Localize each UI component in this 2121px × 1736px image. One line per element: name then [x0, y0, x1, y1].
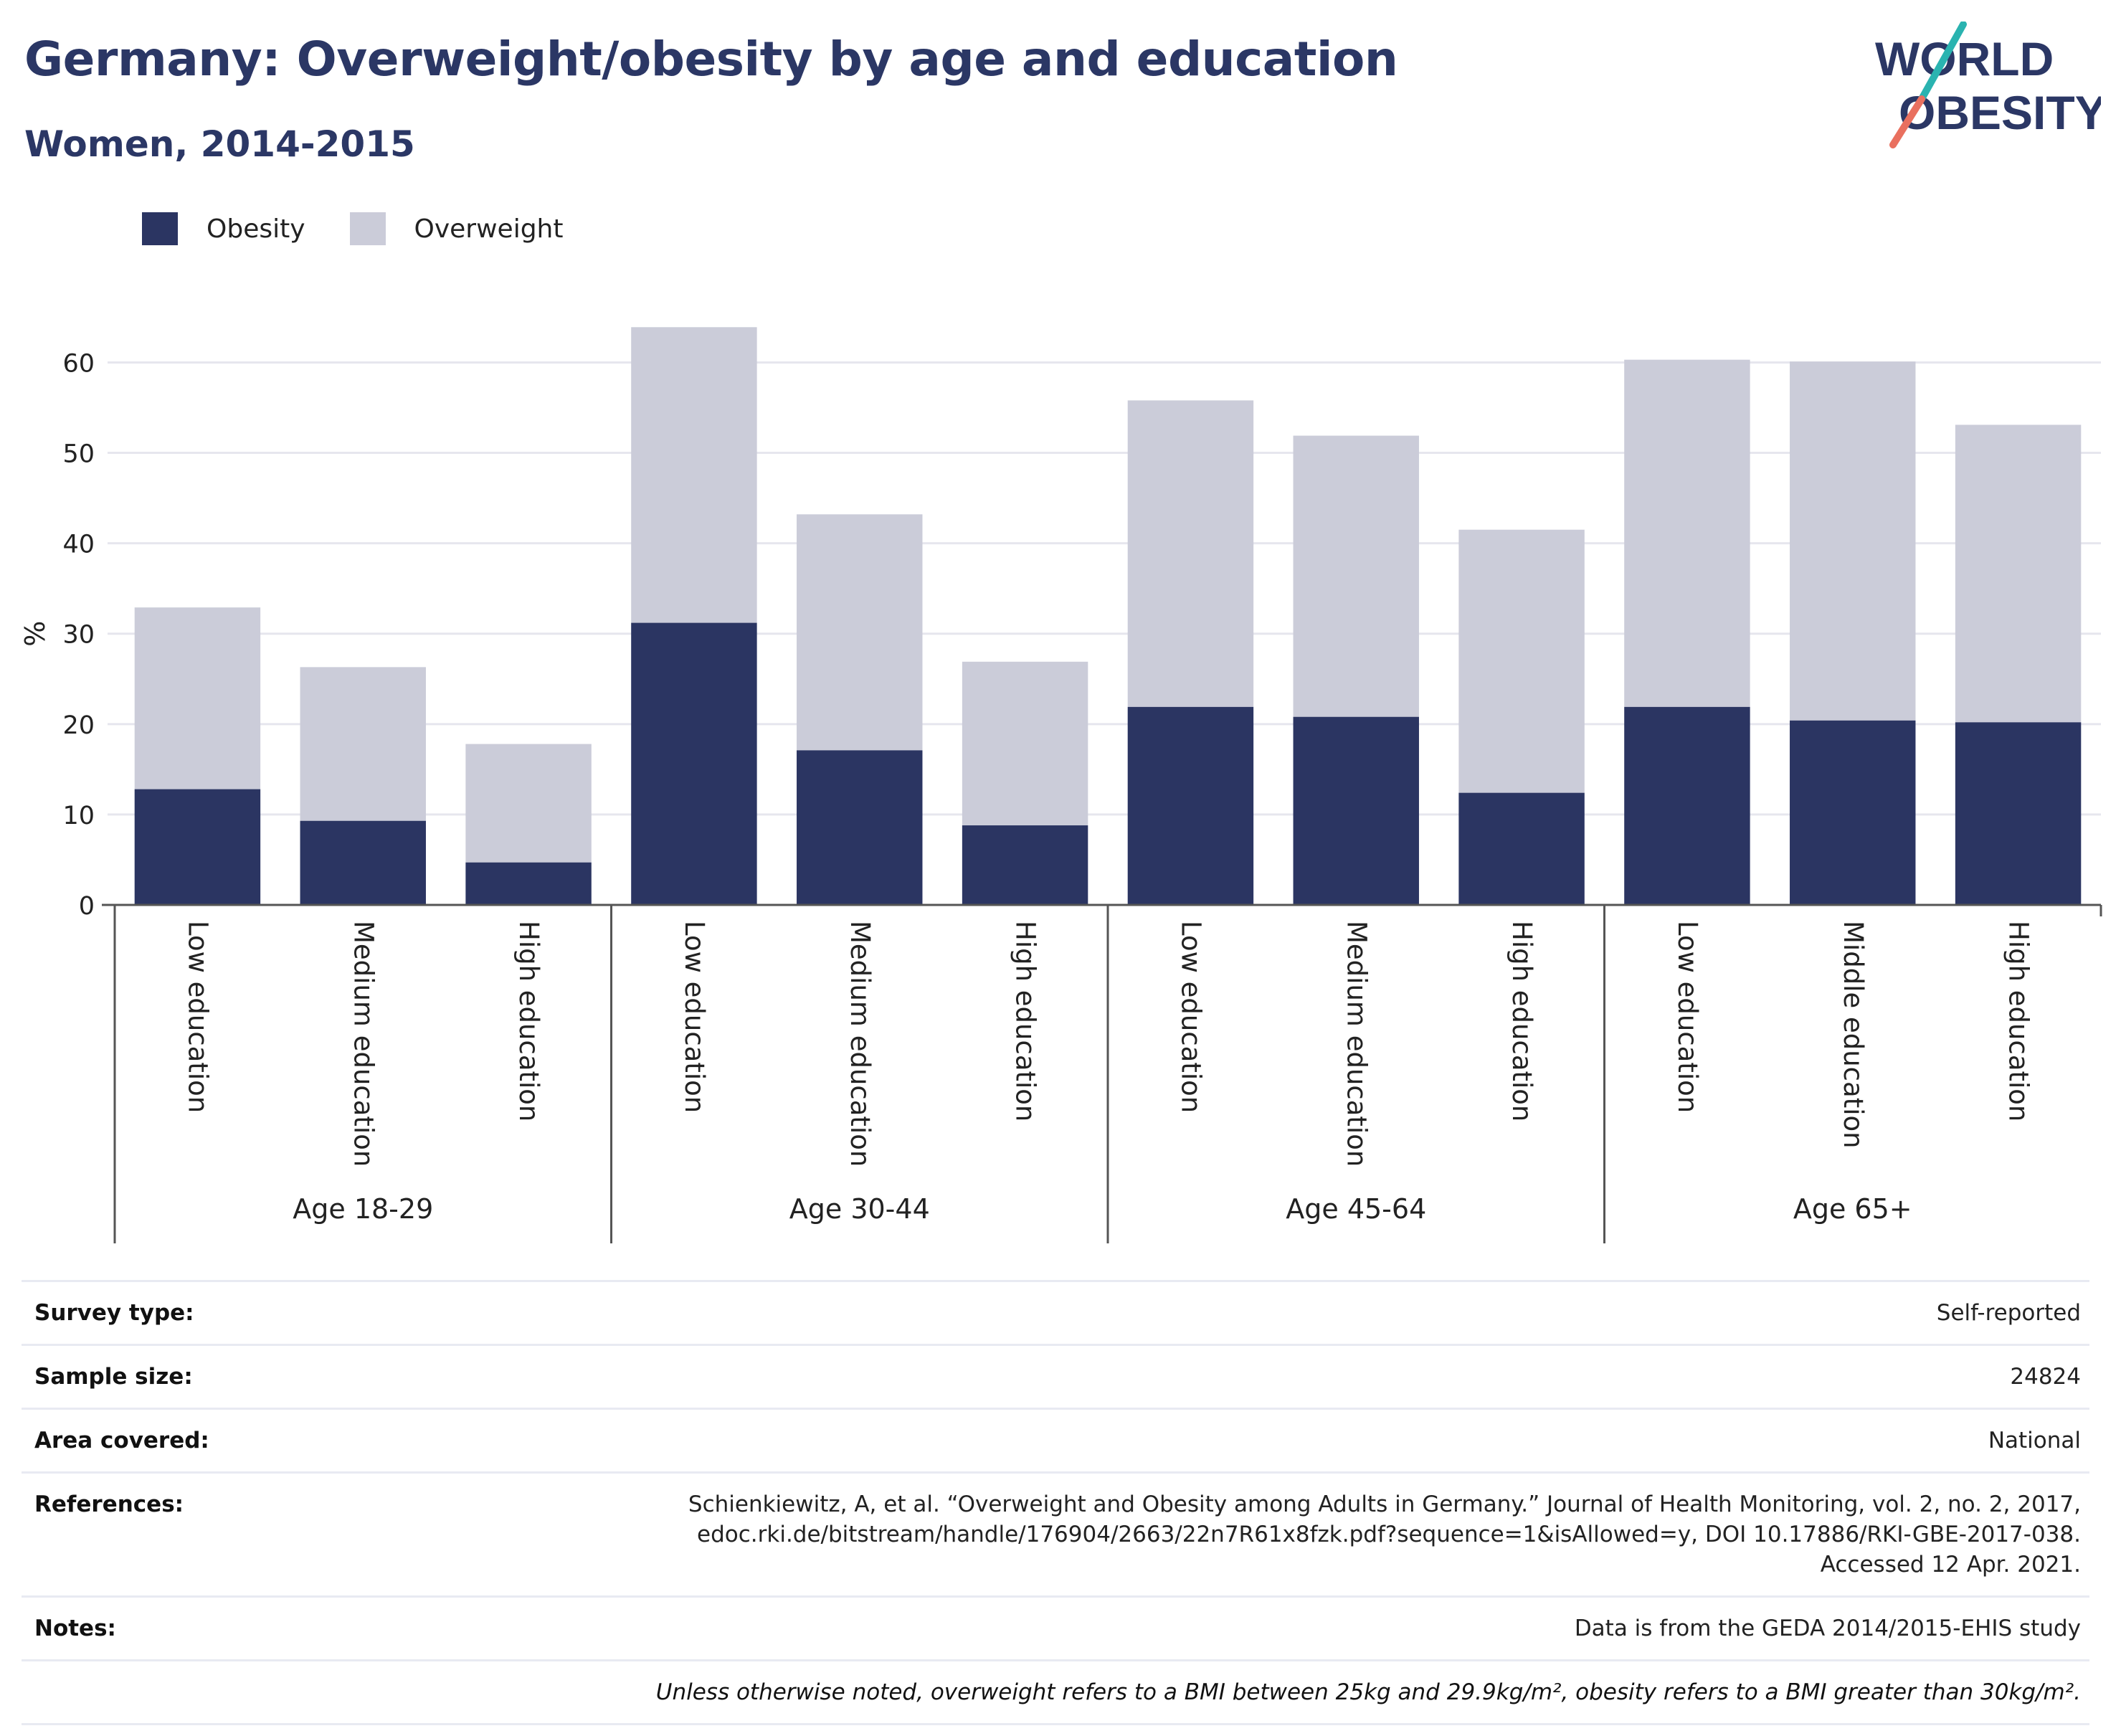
reference-line: Accessed 12 Apr. 2021.: [1820, 1552, 2081, 1578]
info-value: Self-reported: [1936, 1300, 2081, 1326]
info-key: References:: [34, 1491, 184, 1517]
bar-obesity: [962, 825, 1088, 905]
legend-label-overweight: Overweight: [414, 214, 564, 244]
bar-overweight: [1458, 529, 1585, 793]
info-key: Survey type:: [34, 1300, 194, 1326]
legend-swatch-overweight: [349, 212, 386, 245]
world-obesity-logo: WORLD OBESITY: [1875, 22, 2101, 148]
bar-overweight: [631, 327, 757, 623]
bar-obesity: [1790, 720, 1916, 905]
survey-info-table: Survey type: Self-reported Sample size: 248…: [22, 1280, 2089, 1725]
bar-obesity: [1955, 722, 2082, 905]
info-row: Survey type: Self-reported: [22, 1280, 2089, 1344]
bar-overweight: [1293, 435, 1419, 717]
x-category-label: Low education: [182, 921, 213, 1113]
y-tick-label-50: 50: [62, 440, 95, 469]
x-group-label: Age 65+: [1793, 1193, 1912, 1225]
bar-obesity: [1624, 706, 1750, 905]
y-tick-label-60: 60: [62, 349, 95, 378]
bar-obesity: [1127, 706, 1254, 905]
chart-title: Germany: Overweight/obesity by age and e…: [24, 32, 1398, 87]
bar-obesity: [631, 622, 757, 905]
x-category-label: High education: [513, 921, 544, 1121]
bar-overweight: [1624, 359, 1750, 707]
info-key: Notes:: [34, 1616, 116, 1641]
bar-overweight: [1790, 361, 1916, 721]
x-group-label: Age 30-44: [789, 1193, 930, 1225]
bar-overweight: [465, 744, 592, 863]
bar-obesity: [300, 820, 426, 905]
chart-legend: Obesity Overweight: [142, 212, 607, 245]
x-group-label: Age 45-64: [1286, 1193, 1426, 1225]
info-value: Schienkiewitz, A, et al. “Overweight and…: [688, 1489, 2081, 1580]
x-category-label: Low education: [1672, 921, 1703, 1113]
x-category-label: High education: [2003, 921, 2034, 1121]
logo-line1: WORLD: [1875, 32, 2054, 85]
info-value: National: [1988, 1428, 2081, 1453]
x-category-label: Middle education: [1838, 921, 1869, 1149]
y-tick-label-40: 40: [62, 531, 95, 559]
x-group-label: Age 18-29: [293, 1193, 433, 1225]
bar-overweight: [797, 514, 923, 751]
info-value: 24824: [2010, 1364, 2081, 1390]
legend-item-obesity: Obesity: [142, 212, 305, 245]
logo-slash-teal: [1918, 22, 1967, 103]
reference-line: Schienkiewitz, A, et al. “Overweight and…: [688, 1491, 2081, 1517]
x-category-label: Medium education: [348, 921, 379, 1167]
y-axis-label: %: [19, 621, 51, 647]
bar-overweight: [1127, 400, 1254, 707]
info-value: Data is from the GEDA 2014/2015-EHIS stu…: [1574, 1616, 2081, 1641]
y-tick-label-0: 0: [79, 892, 95, 921]
legend-label-obesity: Obesity: [207, 214, 305, 244]
bar-overweight: [134, 607, 261, 789]
info-row: Notes: Data is from the GEDA 2014/2015-EH…: [22, 1595, 2089, 1659]
x-category-label: Medium education: [845, 921, 876, 1167]
info-key: Area covered:: [34, 1428, 209, 1453]
bar-overweight: [300, 667, 426, 821]
logo-line2: OBESITY: [1899, 86, 2101, 139]
y-tick-label-20: 20: [62, 711, 95, 740]
legend-swatch-obesity: [142, 212, 178, 245]
legend-item-overweight: Overweight: [349, 212, 564, 245]
y-tick-label-10: 10: [62, 802, 95, 830]
bar-obesity: [1458, 792, 1585, 905]
x-category-label: Low education: [1175, 921, 1206, 1113]
info-key: Sample size:: [34, 1364, 193, 1390]
x-category-label: Low education: [679, 921, 710, 1113]
info-row: Area covered: National: [22, 1408, 2089, 1471]
x-category-label: High education: [1506, 921, 1537, 1121]
x-category-label: High education: [1010, 921, 1041, 1121]
reference-line: edoc.rki.de/bitstream/handle/176904/2663…: [697, 1522, 2081, 1547]
bar-obesity: [1293, 716, 1419, 905]
logo-slash-coral: [1889, 95, 1925, 148]
bar-obesity: [797, 750, 923, 905]
bar-obesity: [465, 862, 592, 905]
info-row: Sample size: 24824: [22, 1344, 2089, 1408]
bmi-disclaimer: Unless otherwise noted, overweight refer…: [22, 1659, 2089, 1725]
bar-obesity: [134, 789, 261, 905]
x-category-label: Medium education: [1341, 921, 1372, 1167]
info-row: References: Schienkiewitz, A, et al. “Ove…: [22, 1471, 2089, 1595]
stacked-bar-chart: 0 10 20 30 40 50 60% Low education Medium educat…: [19, 327, 2102, 1243]
bar-overweight: [1955, 424, 2082, 723]
y-tick-label-30: 30: [62, 621, 95, 650]
bar-overweight: [962, 661, 1088, 826]
chart-subtitle: Women, 2014-2015: [24, 123, 415, 165]
